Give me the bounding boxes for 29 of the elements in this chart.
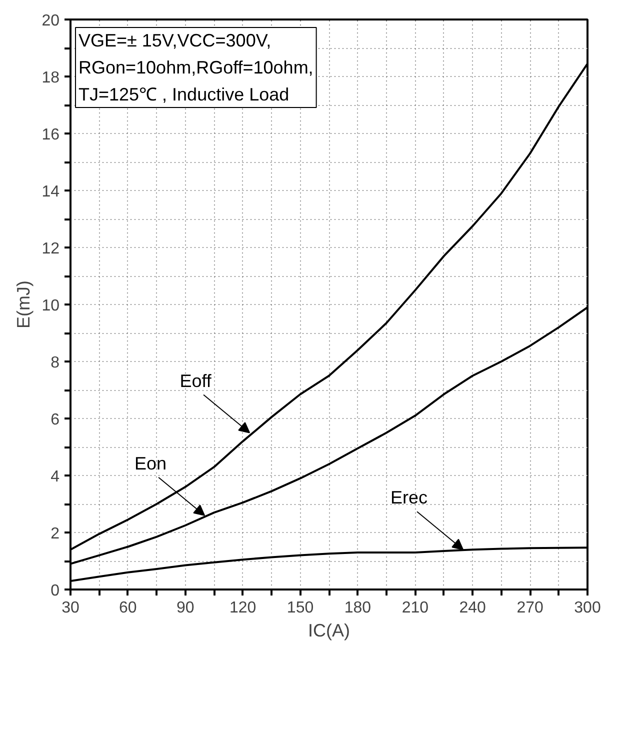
x-tick-label: 300 [574,600,601,616]
y-tick-label: 2 [50,526,60,542]
x-tick-label: 210 [402,600,429,616]
annotation: VGE=± 15V,VCC=300V, [78,30,272,50]
x-axis-title: IC(A) [308,620,350,640]
y-tick-label: 8 [50,354,60,372]
y-tick-label: 16 [42,126,60,144]
annotation: Eoff [180,370,212,391]
x-tick-label: 270 [516,600,544,616]
x-tick-label: 60 [119,600,137,616]
x-tick-label: 90 [176,600,194,616]
x-tick-label: 180 [344,600,372,616]
y-tick-label: 4 [50,468,60,486]
y-axis-title: E(mJ) [14,280,34,328]
x-tick-label: 240 [459,600,486,616]
y-tick-label: 0 [50,582,60,600]
annotation: RGon=10ohm,RGoff=10ohm, [78,58,314,78]
x-tick-label: 120 [229,600,256,616]
annotation: Erec [390,488,428,508]
y-tick-label: 20 [42,12,60,30]
annotation: TJ=125℃ , Inductive Load [78,84,290,104]
y-tick-label: 12 [42,240,60,258]
y-tick-label: 6 [50,412,60,428]
x-tick-label: 30 [62,600,80,616]
y-tick-label: 18 [42,70,60,86]
annotation: Eon [134,453,167,474]
x-tick-label: 150 [286,600,314,616]
y-tick-label: 10 [42,298,60,314]
y-tick-label: 14 [42,184,60,200]
